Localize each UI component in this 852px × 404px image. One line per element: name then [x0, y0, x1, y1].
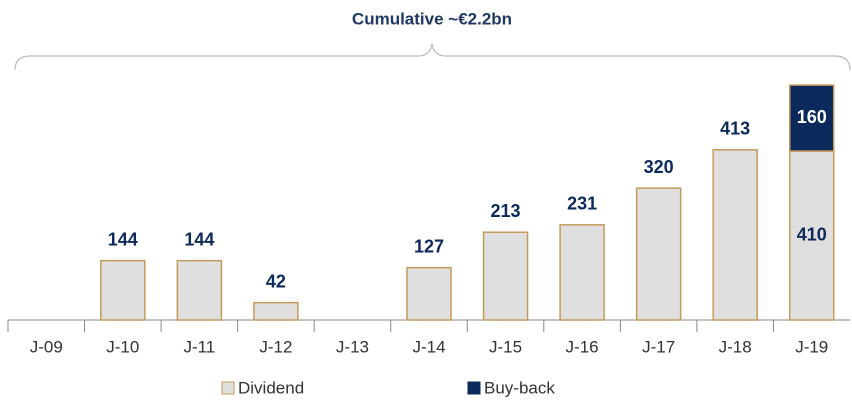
data-label: 413 [720, 119, 750, 139]
data-label: 144 [108, 229, 138, 249]
brace [14, 43, 851, 71]
x-tick-label: J-14 [412, 337, 445, 356]
legend-label: Buy-back [484, 378, 555, 397]
data-label: 160 [797, 107, 827, 127]
annotation: Cumulative ~€2.2bn [352, 9, 512, 28]
bar-segment [712, 149, 758, 321]
bar-segment [406, 266, 452, 321]
bar-segment [482, 231, 529, 321]
x-tick-label: J-15 [489, 337, 522, 356]
legend-swatch [221, 381, 235, 395]
legend-label: Dividend [238, 378, 304, 397]
data-label: 410 [797, 224, 827, 244]
data-label: 42 [266, 271, 286, 291]
data-label: 231 [567, 194, 597, 214]
data-label: 127 [414, 236, 444, 256]
data-label: 144 [184, 229, 214, 249]
data-label: 320 [644, 157, 674, 177]
bar-segment [253, 301, 299, 321]
bar-segment [559, 224, 605, 321]
x-tick-label: J-09 [30, 337, 63, 356]
x-tick-label: J-10 [106, 337, 139, 356]
bar-segment [788, 150, 835, 321]
bar-segment [788, 84, 835, 152]
bar-segment [176, 259, 223, 321]
x-tick-label: J-13 [336, 337, 369, 356]
x-tick-label: J-19 [795, 337, 828, 356]
x-tick-label: J-12 [259, 337, 292, 356]
x-tick-label: J-16 [566, 337, 599, 356]
bar-segment [635, 187, 682, 321]
x-tick-label: J-18 [719, 337, 752, 356]
bar-segment [100, 259, 146, 321]
x-tick-label: J-11 [183, 337, 215, 356]
x-tick-label: J-17 [642, 337, 675, 356]
legend-swatch [467, 381, 481, 395]
data-label: 213 [491, 201, 521, 221]
